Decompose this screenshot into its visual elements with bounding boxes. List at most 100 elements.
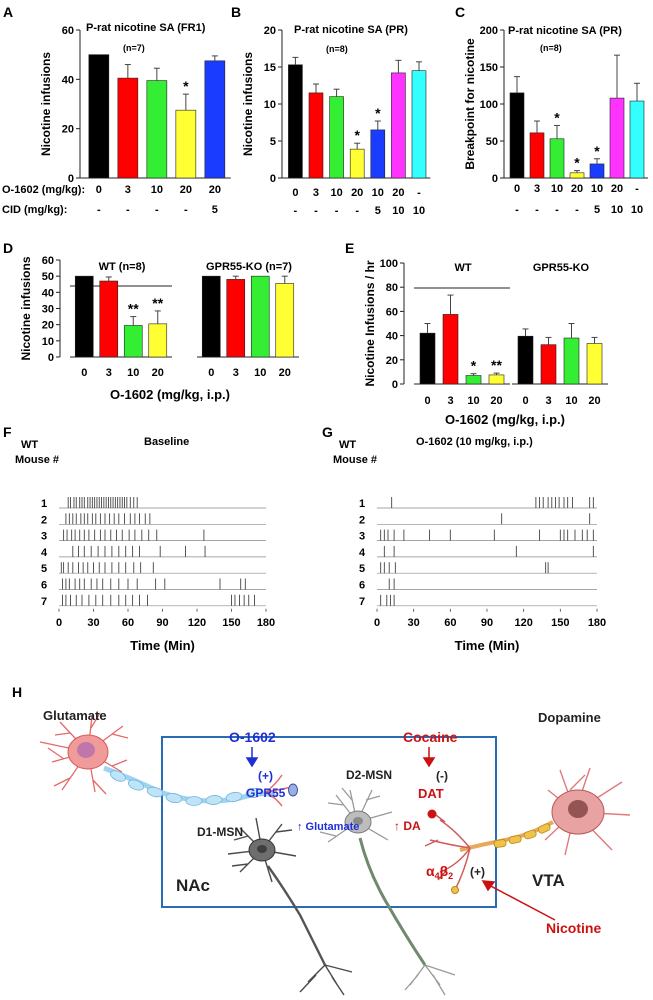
x-axis-label: Time (Min) [455,638,520,653]
category-label: 0 [522,395,528,407]
bar [563,337,580,385]
y-axis-label: Nicotine infusions [39,52,53,156]
dopamine-increase-label: ↑ DA [394,819,421,833]
n-label: (n=7) [123,43,145,53]
glutamate-increase-label: ↑ Glutamate [297,821,359,833]
x-tick-label: 30 [408,617,420,629]
dopamine-neuron [544,767,631,856]
panel-letter-g: G [322,424,333,440]
x-tick-label: 90 [481,617,493,629]
bar [609,97,625,179]
chart-panel-b: 0 5 10 15 20 Nicotine infusions P-rat nicotine… [241,24,431,217]
dose-label: - [555,204,559,216]
bar [123,325,143,358]
category-label: 0 [208,367,214,379]
dose-label: - [126,204,130,216]
category-label: 10 [467,395,479,407]
y-tick-label: 50 [42,271,54,283]
receptor-plus-label: (+) [470,865,485,879]
raster-panel-f: WT Mouse # Baseline 1 2 3 4 5 6 70 30 60 90 120 150 180… [15,436,275,653]
panel-letter-f: F [3,424,12,440]
panel-letter-b: B [231,4,241,20]
dose-label: - [184,204,188,216]
d1-msn-neuron [227,817,353,996]
dose-label: 20 [571,183,583,195]
mouse-number: 5 [359,563,365,575]
dopamine-axon [424,809,554,894]
dose-label: 10 [413,205,425,217]
dose-row-label: CID (mg/kg): [2,204,67,216]
y-tick-label: 5 [270,136,276,148]
mouse-number: 5 [41,563,47,575]
category-label: 20 [279,367,291,379]
y-tick-label: 40 [386,331,398,343]
mouse-number: 4 [41,547,48,559]
x-tick-label: 0 [374,617,380,629]
x-tick-label: 30 [87,617,99,629]
chart-title: P-rat nicotine SA (PR) [294,24,408,36]
x-axis-label: O-1602 (mg/kg, i.p.) [445,412,565,427]
y-tick-label: 0 [68,173,74,185]
y-tick-label: 100 [380,258,398,270]
dat-minus-label: (-) [436,769,448,783]
x-tick-label: 150 [222,617,240,629]
category-label: 10 [254,367,266,379]
mouse-number: 2 [359,514,365,526]
glutamate-axon [103,765,298,807]
y-tick-label: 60 [386,306,398,318]
significance-marker: * [375,105,381,121]
dose-label: 0 [514,183,520,195]
nac-box [161,736,497,908]
category-label: 0 [424,395,430,407]
dose-label: 5 [594,204,600,216]
bar [540,344,557,385]
dose-label: - [355,205,359,217]
bar [201,275,221,358]
mouse-number: 1 [359,498,365,510]
x-axis-label: Time (Min) [130,638,195,653]
bar [370,129,386,179]
y-tick-label: 80 [386,282,398,294]
nicotine-arrow [481,880,556,921]
bar [569,172,585,179]
schematic-panel-h: Glutamate Dopamine O-1602 (+) GPR55 ↑ Gl… [39,708,631,996]
mouse-axis-label: Mouse # [15,454,59,466]
x-axis-label: O-1602 (mg/kg, i.p.) [110,387,230,402]
x-tick-label: 60 [122,617,134,629]
y-tick-label: 0 [392,379,398,391]
bar [629,100,645,179]
dose-label: 10 [551,183,563,195]
bar [549,138,565,179]
y-axis-label: Nicotine Infusions / hr [363,260,377,386]
gpr55-label: GPR55 [246,786,286,800]
n-label: (n=8) [540,43,562,53]
dose-label: 10 [330,187,342,199]
bar [117,77,139,179]
dose-label: 20 [351,187,363,199]
y-tick-label: 0 [270,173,276,185]
y-tick-label: 20 [62,124,74,136]
dose-label: 20 [611,183,623,195]
group-label: WT [454,262,471,274]
y-tick-label: 0 [48,352,54,364]
bar [442,314,459,385]
x-tick-label: 120 [514,617,532,629]
bar [74,275,94,358]
bar [411,70,427,179]
x-tick-label: 0 [56,617,62,629]
mouse-number: 3 [359,531,365,543]
dose-label: - [335,205,339,217]
bar [465,375,482,385]
bar [250,275,270,358]
category-label: 10 [127,367,139,379]
mouse-number: 2 [41,514,47,526]
group-label: GPR55-KO [533,262,590,274]
dose-row-label: O-1602 (mg/kg): [2,184,85,196]
bar [517,335,534,385]
bar [275,283,295,358]
mouse-number: 4 [359,547,366,559]
category-label: 0 [81,367,87,379]
category-label: 20 [490,395,502,407]
y-tick-label: 40 [42,287,54,299]
